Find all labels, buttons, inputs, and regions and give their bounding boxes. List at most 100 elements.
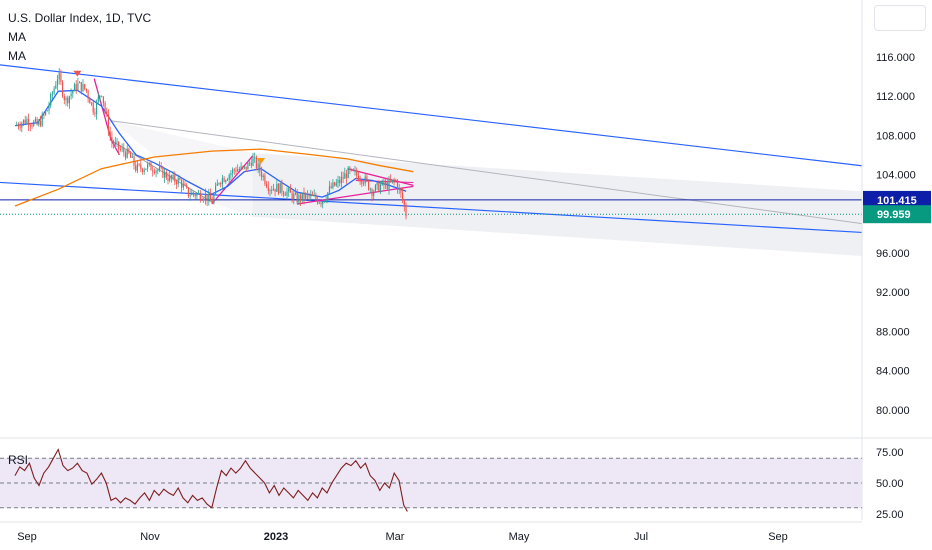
candle-body xyxy=(109,132,111,138)
candle-body xyxy=(283,192,285,195)
candle-body xyxy=(235,170,237,172)
candle-body xyxy=(53,88,55,94)
candle-body xyxy=(383,180,385,185)
candle-body xyxy=(97,96,99,102)
candle-body xyxy=(143,169,145,172)
candle-body xyxy=(56,79,59,86)
candle-body xyxy=(351,169,353,171)
candle-body xyxy=(67,97,69,104)
candle-body xyxy=(147,164,149,169)
ma-legend-2[interactable]: MA xyxy=(8,49,26,63)
candle-body xyxy=(362,183,365,184)
regression-band xyxy=(252,153,863,256)
candle-body xyxy=(72,91,74,94)
candle-body xyxy=(17,124,19,127)
rsi-legend[interactable]: RSI xyxy=(8,453,29,467)
candle-body xyxy=(45,111,47,115)
candle-body xyxy=(313,195,315,196)
candle-body xyxy=(255,157,257,169)
candle-body xyxy=(51,93,53,95)
candle-body xyxy=(274,188,276,192)
candle-body xyxy=(305,193,307,199)
candle-body xyxy=(378,183,380,192)
candle-body xyxy=(226,179,229,181)
candle-body xyxy=(276,184,278,192)
candle-body xyxy=(266,183,268,187)
chart-legend: U.S. Dollar Index, 1D, TVC MA MA xyxy=(8,9,151,66)
rsi-axis[interactable]: 75.00 50.00 25.00 xyxy=(876,447,904,521)
symbol-title[interactable]: U.S. Dollar Index, 1D, TVC xyxy=(8,11,152,25)
candle-body xyxy=(364,176,366,184)
candle-body xyxy=(111,137,113,143)
candle-body xyxy=(357,175,359,181)
candle-body xyxy=(104,103,106,111)
candle-body xyxy=(223,178,225,182)
candle-body xyxy=(272,188,274,191)
candle-body xyxy=(116,141,118,143)
upper-channel-line xyxy=(0,64,863,167)
candle-body xyxy=(192,192,195,195)
candle-body xyxy=(184,183,186,186)
candle-body xyxy=(284,194,286,196)
trend-line xyxy=(110,139,213,203)
candle-body xyxy=(325,199,327,202)
candle-body xyxy=(247,162,249,170)
candle-body xyxy=(189,195,191,197)
price-tick-label: 84.000 xyxy=(876,366,910,378)
candle-body xyxy=(140,164,142,169)
candle-body xyxy=(126,148,128,158)
candle-body xyxy=(46,110,48,112)
candle-body xyxy=(359,180,361,182)
candle-body xyxy=(179,177,181,181)
candle-body xyxy=(405,206,407,217)
candle-body xyxy=(203,199,205,201)
chart-settings-button[interactable] xyxy=(874,5,926,31)
candle-body xyxy=(306,193,308,195)
candle-body xyxy=(165,171,167,179)
candle-body xyxy=(43,114,45,116)
candle-body xyxy=(271,190,273,191)
moving-average-slow xyxy=(14,148,414,207)
candle-body xyxy=(264,175,266,184)
candle-body xyxy=(39,121,42,126)
candle-body xyxy=(288,188,290,192)
candle-body xyxy=(124,152,127,158)
candle-body xyxy=(291,192,293,200)
candle-body xyxy=(85,88,87,92)
candle-body xyxy=(233,169,235,171)
candle-body xyxy=(84,84,86,89)
candle-body xyxy=(94,112,96,115)
time-axis[interactable]: Sep Nov 2023 Mar May Jul Sep xyxy=(0,521,862,543)
rsi-tick-label: 25.00 xyxy=(876,509,904,521)
candle-body xyxy=(390,179,392,182)
ma-legend-1[interactable]: MA xyxy=(8,30,26,44)
candle-body xyxy=(211,200,213,203)
candle-body xyxy=(328,186,331,193)
candle-body xyxy=(70,93,72,97)
candle-body xyxy=(286,191,288,196)
candle-body xyxy=(318,202,320,204)
price-tick-label: 108.000 xyxy=(876,130,916,142)
candle-body xyxy=(245,166,247,170)
candle-body xyxy=(174,174,176,182)
time-tick-label: 2023 xyxy=(264,531,288,543)
price-axis[interactable]: 116.000112.000108.000104.000100.00096.00… xyxy=(861,0,931,520)
candle-body xyxy=(242,166,244,168)
rsi-line xyxy=(14,448,408,512)
candle-body xyxy=(395,180,397,182)
candle-body xyxy=(36,119,38,125)
candle-body xyxy=(296,193,298,203)
candle-body xyxy=(281,182,283,193)
candle-body xyxy=(31,125,33,127)
candle-body xyxy=(308,194,310,197)
candle-body xyxy=(175,181,178,185)
candle-body xyxy=(169,175,171,181)
candle-body xyxy=(243,166,246,168)
candle-body xyxy=(34,119,36,122)
candle-body xyxy=(300,195,302,201)
candle-body xyxy=(182,183,184,188)
down-arrow-marker xyxy=(257,157,265,164)
candle-body xyxy=(162,167,164,178)
candle-body xyxy=(123,148,125,153)
